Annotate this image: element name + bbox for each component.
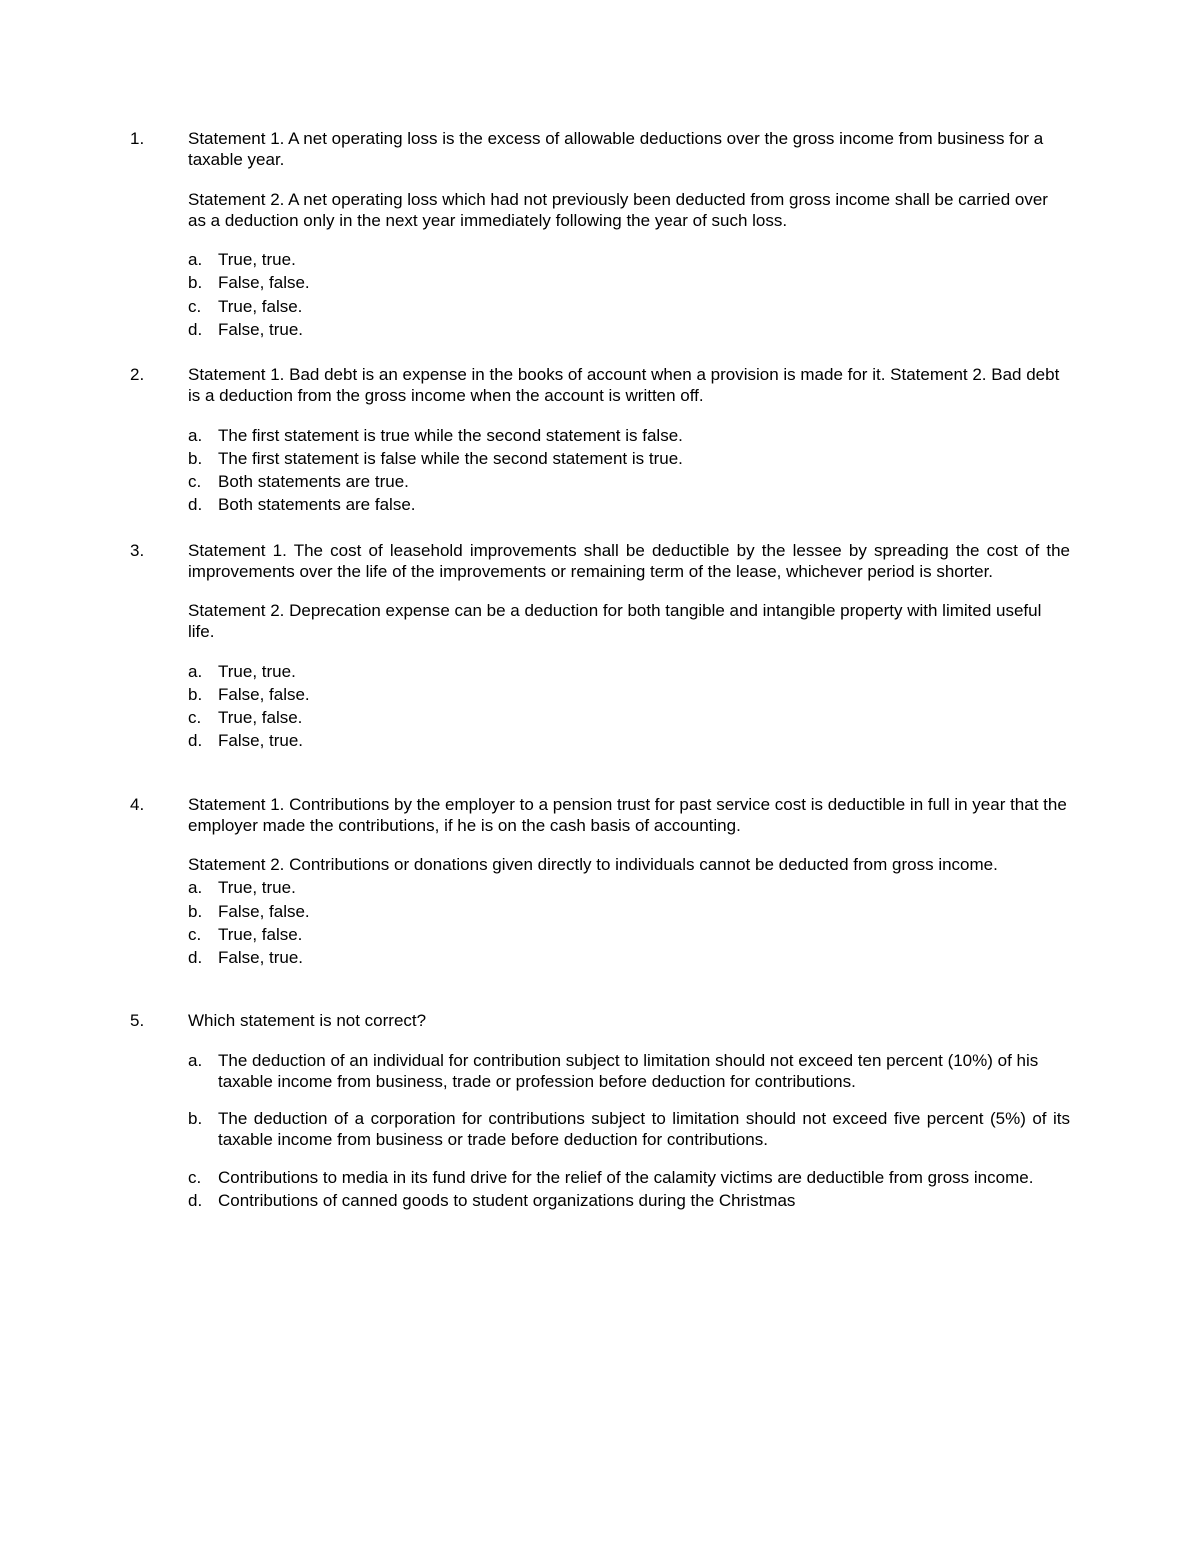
questions-list: 1.Statement 1. A net operating loss is t… <box>130 128 1070 1213</box>
option-text: Contributions of canned goods to student… <box>218 1190 1070 1211</box>
question: 3.Statement 1. The cost of leasehold imp… <box>130 540 1070 754</box>
option-letter: a. <box>188 877 218 898</box>
question: 4.Statement 1. Contributions by the empl… <box>130 794 1070 971</box>
statement: Statement 2. A net operating loss which … <box>188 189 1070 232</box>
question-number: 4. <box>130 794 188 971</box>
option-text: Both statements are true. <box>218 471 1070 492</box>
question: 5.Which statement is not correct? a.The d… <box>130 1010 1070 1213</box>
statement: Statement 1. The cost of leasehold impro… <box>188 540 1070 583</box>
option-text: True, true. <box>218 661 1070 682</box>
option-letter: a. <box>188 249 218 270</box>
option: b.False, false. <box>188 901 1070 922</box>
option-letter: d. <box>188 494 218 515</box>
question-body: Statement 1. The cost of leasehold impro… <box>188 540 1070 754</box>
option: b.False, false. <box>188 684 1070 705</box>
spacer <box>130 992 1070 1010</box>
option: a.The first statement is true while the … <box>188 425 1070 446</box>
option-letter: b. <box>188 901 218 922</box>
option-letter: a. <box>188 425 218 446</box>
option-text: The first statement is true while the se… <box>218 425 1070 446</box>
option: d.False, true. <box>188 730 1070 751</box>
question-body: Statement 1. Bad debt is an expense in t… <box>188 364 1070 518</box>
statement: Statement 1. Bad debt is an expense in t… <box>188 364 1070 407</box>
option-text: True, false. <box>218 924 1070 945</box>
option: a.True, true. <box>188 877 1070 898</box>
option-letter: c. <box>188 707 218 728</box>
option-text: False, false. <box>218 684 1070 705</box>
options-list: a.True, true.b.False, false.c.True, fals… <box>188 877 1070 968</box>
options-list: a.True, true.b.False, false.c.True, fals… <box>188 249 1070 340</box>
option-letter: b. <box>188 448 218 469</box>
option-letter: d. <box>188 730 218 751</box>
option: d.False, true. <box>188 947 1070 968</box>
option: a.The deduction of an individual for con… <box>188 1050 1070 1093</box>
options-list: a.True, true.b.False, false.c.True, fals… <box>188 661 1070 752</box>
option-text: False, false. <box>218 272 1070 293</box>
option-text: The deduction of an individual for contr… <box>218 1050 1070 1093</box>
question-number: 5. <box>130 1010 188 1213</box>
options-list: a.The deduction of an individual for con… <box>188 1050 1070 1212</box>
option: a.True, true. <box>188 249 1070 270</box>
option: c.True, false. <box>188 707 1070 728</box>
option-letter: b. <box>188 272 218 293</box>
option-letter: c. <box>188 296 218 317</box>
statement: Statement 1. Contributions by the employ… <box>188 794 1070 837</box>
document-page: 1.Statement 1. A net operating loss is t… <box>0 0 1200 1553</box>
option: c.True, false. <box>188 296 1070 317</box>
option: c.Contributions to media in its fund dri… <box>188 1167 1070 1188</box>
option-letter: b. <box>188 1108 218 1151</box>
option-letter: c. <box>188 924 218 945</box>
option-text: True, true. <box>218 249 1070 270</box>
option-letter: d. <box>188 947 218 968</box>
option-letter: d. <box>188 319 218 340</box>
question-body: Statement 1. A net operating loss is the… <box>188 128 1070 342</box>
option-letter: a. <box>188 1050 218 1093</box>
option-text: True, true. <box>218 877 1070 898</box>
option: c.True, false. <box>188 924 1070 945</box>
option-text: True, false. <box>218 707 1070 728</box>
spacer <box>130 776 1070 794</box>
question-number: 3. <box>130 540 188 754</box>
option-text: False, true. <box>218 319 1070 340</box>
option: a.True, true. <box>188 661 1070 682</box>
option: b.The first statement is false while the… <box>188 448 1070 469</box>
question: 1.Statement 1. A net operating loss is t… <box>130 128 1070 342</box>
option-text: False, false. <box>218 901 1070 922</box>
option-letter: a. <box>188 661 218 682</box>
option: b.False, false. <box>188 272 1070 293</box>
question-number: 2. <box>130 364 188 518</box>
question: 2.Statement 1. Bad debt is an expense in… <box>130 364 1070 518</box>
statement: Which statement is not correct? <box>188 1010 1070 1031</box>
option: b.The deduction of a corporation for con… <box>188 1108 1070 1151</box>
question-body: Which statement is not correct? a.The ded… <box>188 1010 1070 1213</box>
option: d.Both statements are false. <box>188 494 1070 515</box>
option-text: The deduction of a corporation for contr… <box>218 1108 1070 1151</box>
statement: Statement 2. Deprecation expense can be … <box>188 600 1070 643</box>
option-text: False, true. <box>218 730 1070 751</box>
option-letter: c. <box>188 471 218 492</box>
option: d.False, true. <box>188 319 1070 340</box>
statement: Statement 1. A net operating loss is the… <box>188 128 1070 171</box>
option-letter: b. <box>188 684 218 705</box>
option-text: Both statements are false. <box>218 494 1070 515</box>
option-text: The first statement is false while the s… <box>218 448 1070 469</box>
option-text: False, true. <box>218 947 1070 968</box>
question-number: 1. <box>130 128 188 342</box>
question-body: Statement 1. Contributions by the employ… <box>188 794 1070 971</box>
option: c.Both statements are true. <box>188 471 1070 492</box>
options-list: a.The first statement is true while the … <box>188 425 1070 516</box>
option: d.Contributions of canned goods to stude… <box>188 1190 1070 1211</box>
option-text: Contributions to media in its fund drive… <box>218 1167 1070 1188</box>
option-text: True, false. <box>218 296 1070 317</box>
statement: Statement 2. Contributions or donations … <box>188 854 1070 875</box>
option-letter: d. <box>188 1190 218 1211</box>
option-letter: c. <box>188 1167 218 1188</box>
